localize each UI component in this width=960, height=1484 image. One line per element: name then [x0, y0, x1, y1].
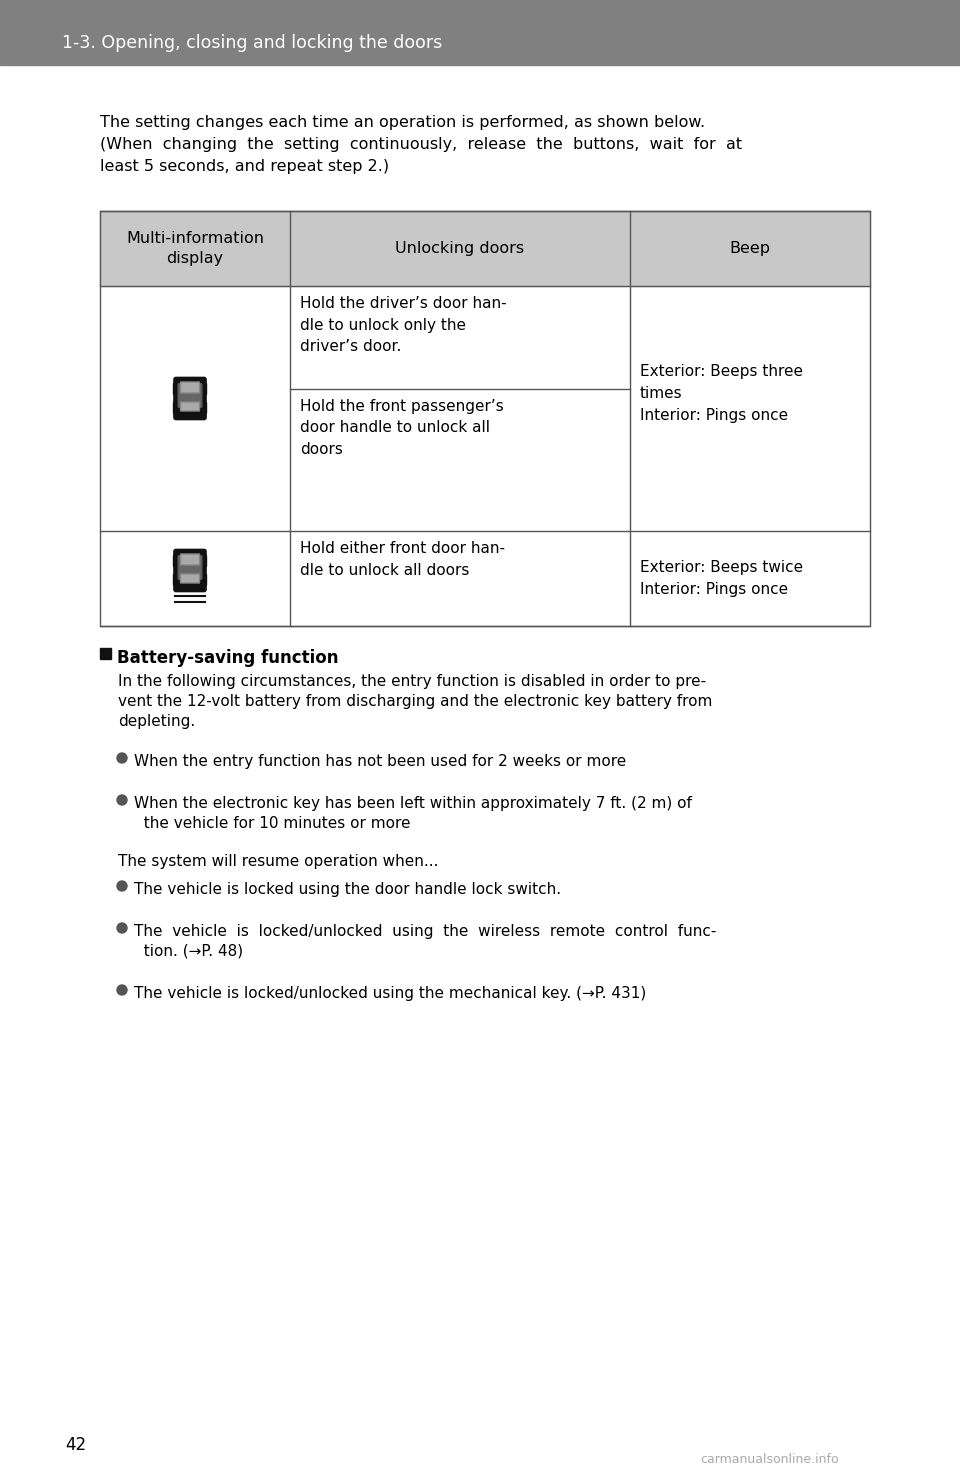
Bar — [0, 0, 960, 65]
Text: The setting changes each time an operation is performed, as shown below.: The setting changes each time an operati… — [100, 114, 706, 131]
Text: Hold the front passenger’s
door handle to unlock all
doors: Hold the front passenger’s door handle t… — [300, 399, 504, 457]
Text: In the following circumstances, the entry function is disabled in order to pre-: In the following circumstances, the entr… — [118, 674, 707, 689]
Text: The vehicle is locked/unlocked using the mechanical key. (→P. 431): The vehicle is locked/unlocked using the… — [134, 985, 646, 1002]
FancyBboxPatch shape — [174, 555, 180, 567]
Text: Exterior: Beeps twice
Interior: Pings once: Exterior: Beeps twice Interior: Pings on… — [640, 559, 804, 597]
Circle shape — [117, 752, 127, 763]
Circle shape — [117, 985, 127, 994]
Text: The  vehicle  is  locked/unlocked  using  the  wireless  remote  control  func-: The vehicle is locked/unlocked using the… — [134, 925, 716, 939]
FancyBboxPatch shape — [200, 383, 206, 395]
FancyBboxPatch shape — [180, 402, 200, 411]
Bar — [100, 211, 870, 626]
Text: When the electronic key has been left within approximately 7 ft. (2 m) of: When the electronic key has been left wi… — [134, 795, 692, 810]
Circle shape — [117, 881, 127, 890]
FancyBboxPatch shape — [174, 549, 206, 592]
FancyBboxPatch shape — [180, 554, 200, 565]
Bar — [100, 649, 111, 659]
Text: Hold the driver’s door han-
dle to unlock only the
driver’s door.: Hold the driver’s door han- dle to unloc… — [300, 295, 507, 355]
Text: least 5 seconds, and repeat step 2.): least 5 seconds, and repeat step 2.) — [100, 159, 389, 174]
FancyBboxPatch shape — [174, 402, 180, 414]
Text: the vehicle for 10 minutes or more: the vehicle for 10 minutes or more — [134, 816, 411, 831]
Text: The vehicle is locked using the door handle lock switch.: The vehicle is locked using the door han… — [134, 881, 562, 896]
Text: 1-3. Opening, closing and locking the doors: 1-3. Opening, closing and locking the do… — [62, 34, 443, 52]
Text: Beep: Beep — [730, 240, 771, 257]
FancyBboxPatch shape — [200, 402, 206, 414]
Text: 42: 42 — [65, 1437, 86, 1454]
Circle shape — [117, 795, 127, 804]
Circle shape — [117, 923, 127, 933]
Text: carmanualsonline.info: carmanualsonline.info — [700, 1453, 839, 1466]
FancyBboxPatch shape — [200, 555, 206, 567]
Text: (When  changing  the  setting  continuously,  release  the  buttons,  wait  for : (When changing the setting continuously,… — [100, 137, 742, 151]
Text: Unlocking doors: Unlocking doors — [396, 240, 524, 257]
FancyBboxPatch shape — [174, 377, 206, 420]
Text: tion. (→P. 48): tion. (→P. 48) — [134, 944, 243, 959]
Text: Multi-information
display: Multi-information display — [126, 232, 264, 266]
FancyBboxPatch shape — [178, 555, 202, 579]
Text: When the entry function has not been used for 2 weeks or more: When the entry function has not been use… — [134, 754, 626, 769]
FancyBboxPatch shape — [174, 574, 180, 586]
Text: Exterior: Beeps three
times
Interior: Pings once: Exterior: Beeps three times Interior: Pi… — [640, 365, 803, 423]
FancyBboxPatch shape — [178, 383, 202, 408]
Text: depleting.: depleting. — [118, 714, 195, 729]
FancyBboxPatch shape — [200, 574, 206, 586]
Bar — [100, 211, 870, 286]
Text: The system will resume operation when...: The system will resume operation when... — [118, 853, 439, 870]
Text: Hold either front door han-
dle to unlock all doors: Hold either front door han- dle to unloc… — [300, 542, 505, 577]
Text: Battery-saving function: Battery-saving function — [117, 649, 339, 666]
FancyBboxPatch shape — [180, 574, 200, 583]
FancyBboxPatch shape — [180, 381, 200, 393]
Text: vent the 12-volt battery from discharging and the electronic key battery from: vent the 12-volt battery from dischargin… — [118, 695, 712, 709]
FancyBboxPatch shape — [174, 383, 180, 395]
